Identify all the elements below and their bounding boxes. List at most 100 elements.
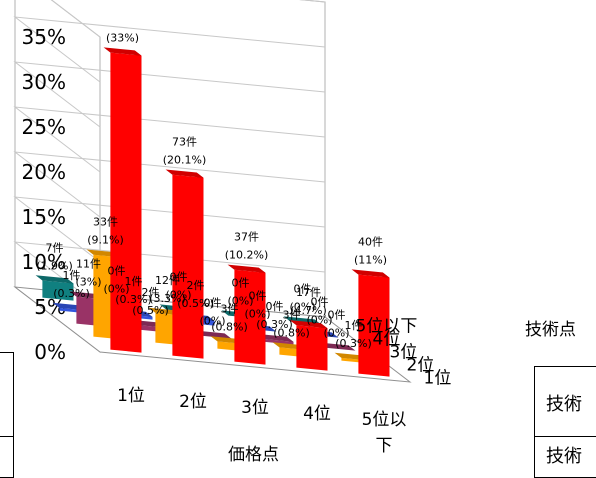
gridline (13, 106, 326, 173)
data-label-line: (0.5%) (132, 304, 169, 317)
data-label-line: (1.9%) (36, 259, 73, 272)
bar (289, 320, 328, 371)
data-label: 0件 (0%) (289, 283, 315, 314)
bar-front (234, 269, 266, 365)
data-label-line: (0.5%) (177, 297, 214, 310)
data-label: 1件 (0.3%) (335, 319, 372, 350)
x-tick-line: 5位以 (362, 410, 407, 430)
y-axis-ticks: 0%5%10%15%20%25%30%35% (22, 25, 66, 364)
data-label-line: 1件 (63, 269, 81, 282)
left-table-cell-2 (0, 436, 14, 478)
y-tick-label: 15% (22, 205, 66, 229)
data-label-line: (0%) (165, 289, 191, 302)
data-label-line: 0件 (328, 309, 346, 322)
bar-front (172, 174, 204, 359)
data-label-line: (0%) (323, 327, 349, 340)
data-labels: 7件(1.9%) 0件(0%)0件(0%)0件(0%)0件(0%)1件(0.3%)… (36, 32, 387, 350)
bar (35, 275, 74, 301)
data-label-line: 1件 (345, 319, 363, 332)
data-label-line: 11件 (76, 258, 101, 271)
y-tick-label: 10% (22, 250, 66, 274)
z-tick-label: 5位以下 (356, 317, 418, 337)
data-label-line: 73件 (172, 136, 197, 149)
data-label: 11件 (3%) (75, 258, 101, 289)
bar (103, 47, 142, 353)
data-label: 0件 (0%) (323, 309, 349, 340)
data-label-line: 2件 (142, 286, 160, 299)
data-label-line: 3件 (283, 308, 301, 321)
data-label-line: 17件 (296, 286, 321, 299)
data-label: 3件 (0.8%) (273, 308, 310, 339)
data-label: 12件 (3.3%) (149, 274, 186, 305)
data-label-line: 3件 (221, 302, 239, 315)
y-tick-label: 30% (22, 70, 66, 94)
data-label: 33件 (9.1%) (87, 216, 124, 247)
chart-grid (13, 0, 326, 308)
z-tick-label: 4位 (373, 330, 401, 350)
data-label-line: 1件 (125, 275, 143, 288)
bar-front (42, 280, 74, 301)
gridline (13, 16, 326, 83)
x-tick-label: 5位以下 (362, 410, 407, 456)
data-label-line: 7件 (46, 241, 64, 254)
data-label: 0件 (0%) (165, 271, 191, 302)
x-tick-label: 4位 (303, 404, 331, 424)
data-label: 7件 (1.9%) (36, 241, 73, 272)
bar-top (165, 169, 204, 178)
data-label: 1件 (0.3%) (115, 275, 152, 306)
data-label-line: 0件 (232, 277, 250, 290)
data-label: (33%) (106, 32, 139, 45)
data-label: 40件 (11%) (354, 236, 387, 267)
data-label-line: (3.3%) (149, 292, 186, 305)
data-label: 0件 (0%) (306, 296, 332, 327)
data-label-line: 0件 (266, 300, 284, 313)
y-tick-label: 25% (22, 115, 66, 139)
gridline (13, 61, 326, 128)
gridline (50, 0, 326, 38)
bar (227, 264, 266, 365)
z-tick-label: 2位 (407, 356, 435, 376)
data-label-line: 2件 (187, 279, 205, 292)
data-label: 17件 (4.7%) (290, 286, 327, 317)
chart-bars (35, 47, 390, 377)
data-label-line: (0.3%) (256, 318, 293, 331)
data-label: 0件 (0%) (199, 297, 225, 328)
bar-front (262, 338, 294, 345)
data-label-line: 0件 (170, 271, 188, 284)
data-label-line: (0.3%) (53, 287, 90, 300)
y-tick-label: 0% (34, 340, 66, 364)
data-label-line: (33%) (106, 32, 139, 45)
data-label-line: (3%) (75, 276, 101, 289)
bar (165, 169, 204, 359)
data-label-line: (0.3%) (115, 293, 152, 306)
z-tick-label: 3位 (390, 343, 418, 363)
data-label: 0件 (0%) (244, 290, 270, 321)
data-label-line: (20.1%) (163, 154, 207, 167)
data-label-line: (0%) (289, 301, 315, 314)
data-label-line: 0件 (249, 290, 267, 303)
z-axis-title: 技術点 (525, 320, 576, 340)
data-label-line: (0%) (103, 283, 129, 296)
x-tick-label: 1位 (117, 386, 145, 406)
data-label-line: (4.7%) (290, 304, 327, 317)
data-label: 1件 (0.3%) (53, 269, 90, 300)
data-label-line: (10.2%) (225, 249, 269, 262)
bar-top (351, 269, 390, 278)
bar-front (110, 52, 142, 353)
bar-front (358, 274, 390, 377)
data-label-line: (0.8%) (273, 326, 310, 339)
bar-front (296, 325, 328, 371)
y-tick-label: 20% (22, 160, 66, 184)
data-label-line: 0件 (311, 296, 329, 309)
bar-top (35, 275, 74, 284)
data-label-line: 33件 (93, 216, 118, 229)
x-tick-line: 下 (376, 436, 393, 456)
data-label: 0件 (0%) (103, 265, 129, 296)
data-label-line: (0.8%) (211, 320, 248, 333)
x-tick-label: 2位 (179, 392, 207, 412)
x-tick-label: 3位 (241, 398, 269, 418)
data-label-line: (0%) (227, 295, 253, 308)
x-axis-ticks: 1位 2位 3位 4位 5位以下 (117, 386, 406, 456)
bar-top (103, 47, 142, 56)
